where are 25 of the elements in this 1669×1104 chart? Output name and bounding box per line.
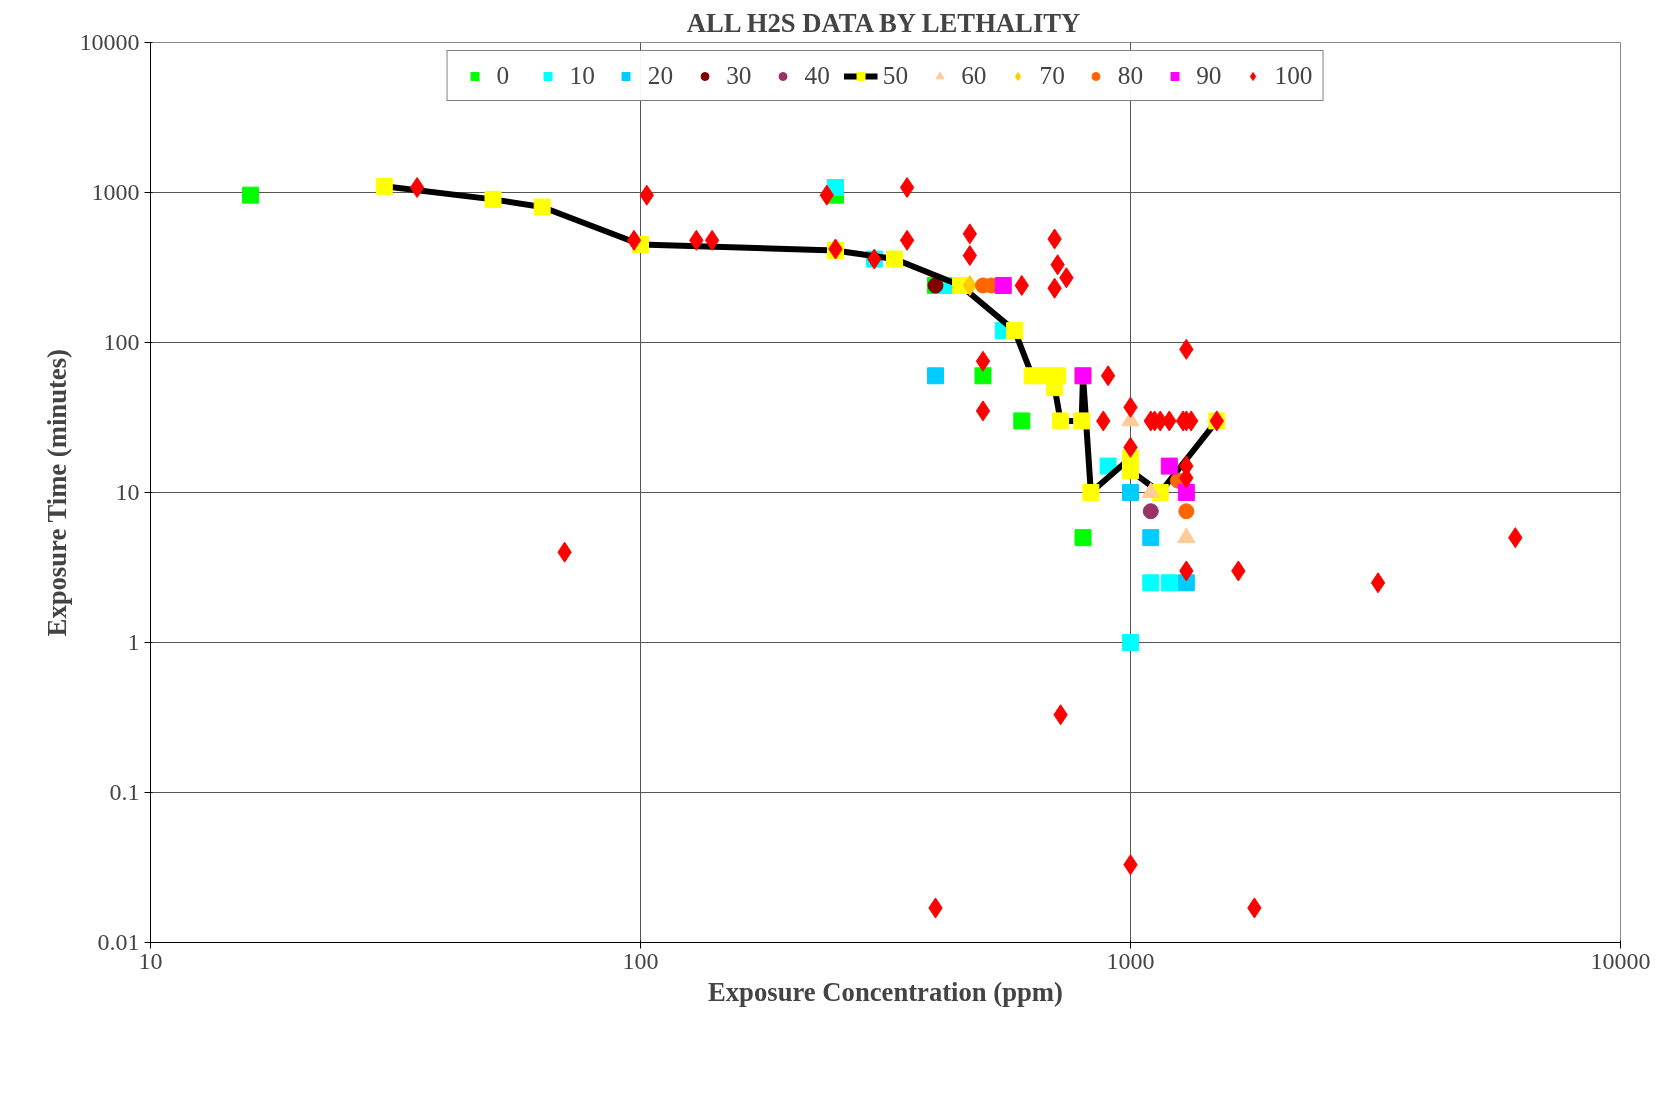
x-tick-label: 10000	[1590, 947, 1651, 974]
y-tick-label: 1000	[91, 179, 140, 205]
legend-label: 70	[1039, 61, 1065, 90]
legend-label: 60	[961, 61, 987, 90]
legend-label: 50	[882, 61, 909, 90]
legend-label: 30	[726, 61, 752, 90]
y-tick-label: 10	[115, 479, 140, 505]
x-tick-label: 10	[138, 947, 163, 974]
y-tick-label: 10000	[79, 29, 140, 55]
legend-label: 20	[647, 61, 674, 90]
legend-label: 40	[804, 61, 830, 90]
x-axis-title: Exposure Concentration (ppm)	[708, 976, 1063, 1007]
x-tick-label: 1000	[1106, 947, 1155, 974]
x-tick-label: 100	[622, 947, 659, 974]
y-tick-label: 100	[103, 329, 140, 355]
y-axis-title: Exposure Time (minutes)	[41, 349, 72, 637]
legend-label: 90	[1196, 61, 1222, 90]
y-tick-label: 0.1	[109, 779, 140, 805]
y-tick-label: 1	[127, 629, 140, 655]
y-tick-label: 0.01	[97, 929, 140, 955]
chart-title: ALL H2S DATA BY LETHALITY	[686, 7, 1081, 38]
legend-label: 80	[1117, 61, 1144, 90]
legend-label: 10	[569, 61, 595, 90]
legend-label: 100	[1274, 61, 1313, 90]
legend-label: 0	[496, 61, 511, 90]
